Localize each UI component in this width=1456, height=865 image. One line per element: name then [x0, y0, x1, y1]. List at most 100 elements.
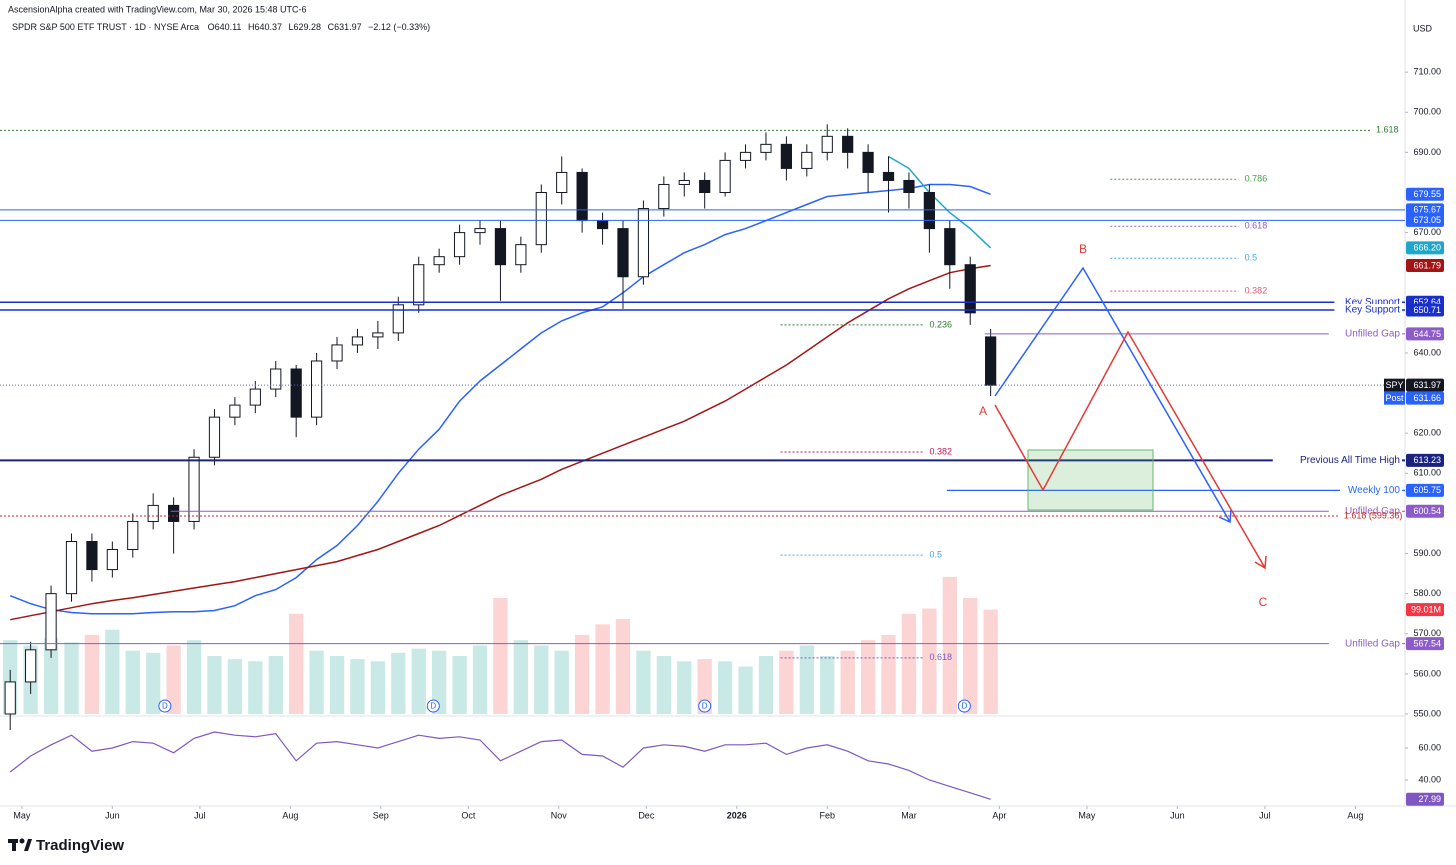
candle-body [923, 191, 935, 230]
candle-body [801, 151, 813, 169]
volume-bar [411, 648, 426, 714]
level-badge-bg [1406, 483, 1444, 497]
volume-bar [84, 634, 100, 714]
volume-bar [554, 650, 569, 714]
volume-bar [840, 650, 855, 714]
logo-mark [24, 839, 32, 851]
candle-body [739, 151, 752, 161]
level-badge-bg [1406, 203, 1444, 217]
candle-body [392, 304, 404, 334]
post-badge-bg [1406, 391, 1444, 405]
x-tick-label: Feb [819, 810, 835, 820]
volume-bar [656, 656, 671, 714]
ma-badge: 679.55 [1413, 189, 1441, 199]
rsi-tick-label: 40.00 [1418, 774, 1441, 784]
candle-body [985, 336, 997, 386]
legend: SPDR S&P 500 ETF TRUST · 1D · NYSE Arca … [12, 22, 430, 32]
candle-body [556, 171, 568, 193]
candle-body [535, 191, 547, 246]
candle-body [351, 336, 364, 346]
level-text: Unfilled Gap [1345, 506, 1400, 517]
candle-body [147, 504, 159, 522]
level-text: Key Support [1345, 297, 1400, 308]
dividend-label: D [162, 702, 168, 711]
plot: 710.00 700.00 690.00 670.00 640.00 620.00 610.… [0, 67, 1444, 820]
candle-body [903, 179, 915, 193]
volume-badge: 99.01M [1411, 604, 1441, 614]
dividend-label: D [961, 702, 967, 711]
volume-bar [595, 624, 610, 714]
volume-bar [636, 650, 651, 714]
level-badge: 644.75 [1413, 329, 1441, 339]
x-tick-label: Jul [194, 810, 206, 820]
level-text: Unfilled Gap [1345, 329, 1400, 340]
rsi-line [9, 731, 991, 800]
volume-bar [248, 661, 263, 714]
price-badge: 631.97 [1413, 380, 1441, 390]
candle-body [494, 228, 507, 266]
volume-bar [534, 645, 549, 714]
level-badge: 675.67 [1413, 205, 1441, 215]
candle-body [106, 549, 118, 571]
volume-bar [493, 598, 508, 714]
candle-body [760, 143, 772, 153]
x-tick-label: Aug [1347, 810, 1363, 820]
candle-body [617, 228, 629, 278]
volume-bar [574, 634, 590, 714]
level-text-bg [1328, 637, 1402, 650]
x-tick-label: Oct [461, 810, 476, 820]
post-bg [1384, 391, 1405, 405]
y-tick-label: 560.00 [1413, 668, 1441, 678]
arrow-head [1218, 509, 1232, 524]
level-badge: 613.23 [1413, 455, 1441, 465]
candle-body [780, 143, 792, 169]
level-text-bg [1334, 303, 1402, 316]
candle-body [719, 159, 731, 193]
volume-badge-bg [1406, 603, 1444, 617]
fib-label: 0.5 [930, 550, 943, 560]
volume-bar [125, 650, 140, 714]
projection: A B C [979, 242, 1268, 609]
volume-bar [227, 659, 243, 714]
level-text-bg [1328, 327, 1402, 340]
ohlc: L629.28 [289, 22, 322, 32]
y-tick-label: 590.00 [1413, 548, 1441, 558]
symbol-bg [1384, 378, 1405, 392]
level-badge: 567.54 [1413, 639, 1441, 649]
candle-body [4, 681, 16, 715]
level-badge-bg [1406, 327, 1444, 341]
ohlc: O640.11 [208, 22, 242, 32]
volume-bar [472, 645, 488, 714]
volume-bar [758, 656, 774, 714]
fib-label: 0.382 [1245, 286, 1268, 296]
level-text: Previous All Time High [1300, 455, 1400, 466]
volume-bar [717, 661, 733, 714]
x-tick-label: Nov [551, 810, 568, 820]
wave-label: C [1259, 595, 1268, 609]
candle-body [658, 183, 670, 210]
logo-mark [12, 839, 16, 851]
candle-body [882, 171, 895, 181]
y-tick-label: 710.00 [1413, 67, 1441, 77]
y-tick-label: 550.00 [1413, 708, 1441, 718]
target-box [1027, 449, 1154, 511]
y-tick-label: 580.00 [1413, 588, 1441, 598]
candle-body [229, 404, 241, 418]
footer: TradingView [36, 837, 124, 854]
volume-bar [391, 652, 406, 714]
dividend-label: D [702, 702, 708, 711]
logo: TradingView [8, 837, 124, 854]
red-path [994, 330, 1266, 569]
fib-label: 1.618 (599.36) [1344, 510, 1403, 520]
candle-body [842, 135, 854, 153]
level-badge: 600.54 [1413, 506, 1441, 516]
volume-bar [799, 645, 814, 714]
x-tick-label: Jul [1259, 810, 1271, 820]
x-tick-label: May [1078, 810, 1096, 820]
x-tick-label: Mar [901, 810, 917, 820]
y-tick-label: 610.00 [1413, 468, 1441, 478]
y-tick-label: 620.00 [1413, 428, 1441, 438]
candle-body [45, 593, 57, 651]
arrow-head [1254, 555, 1267, 570]
